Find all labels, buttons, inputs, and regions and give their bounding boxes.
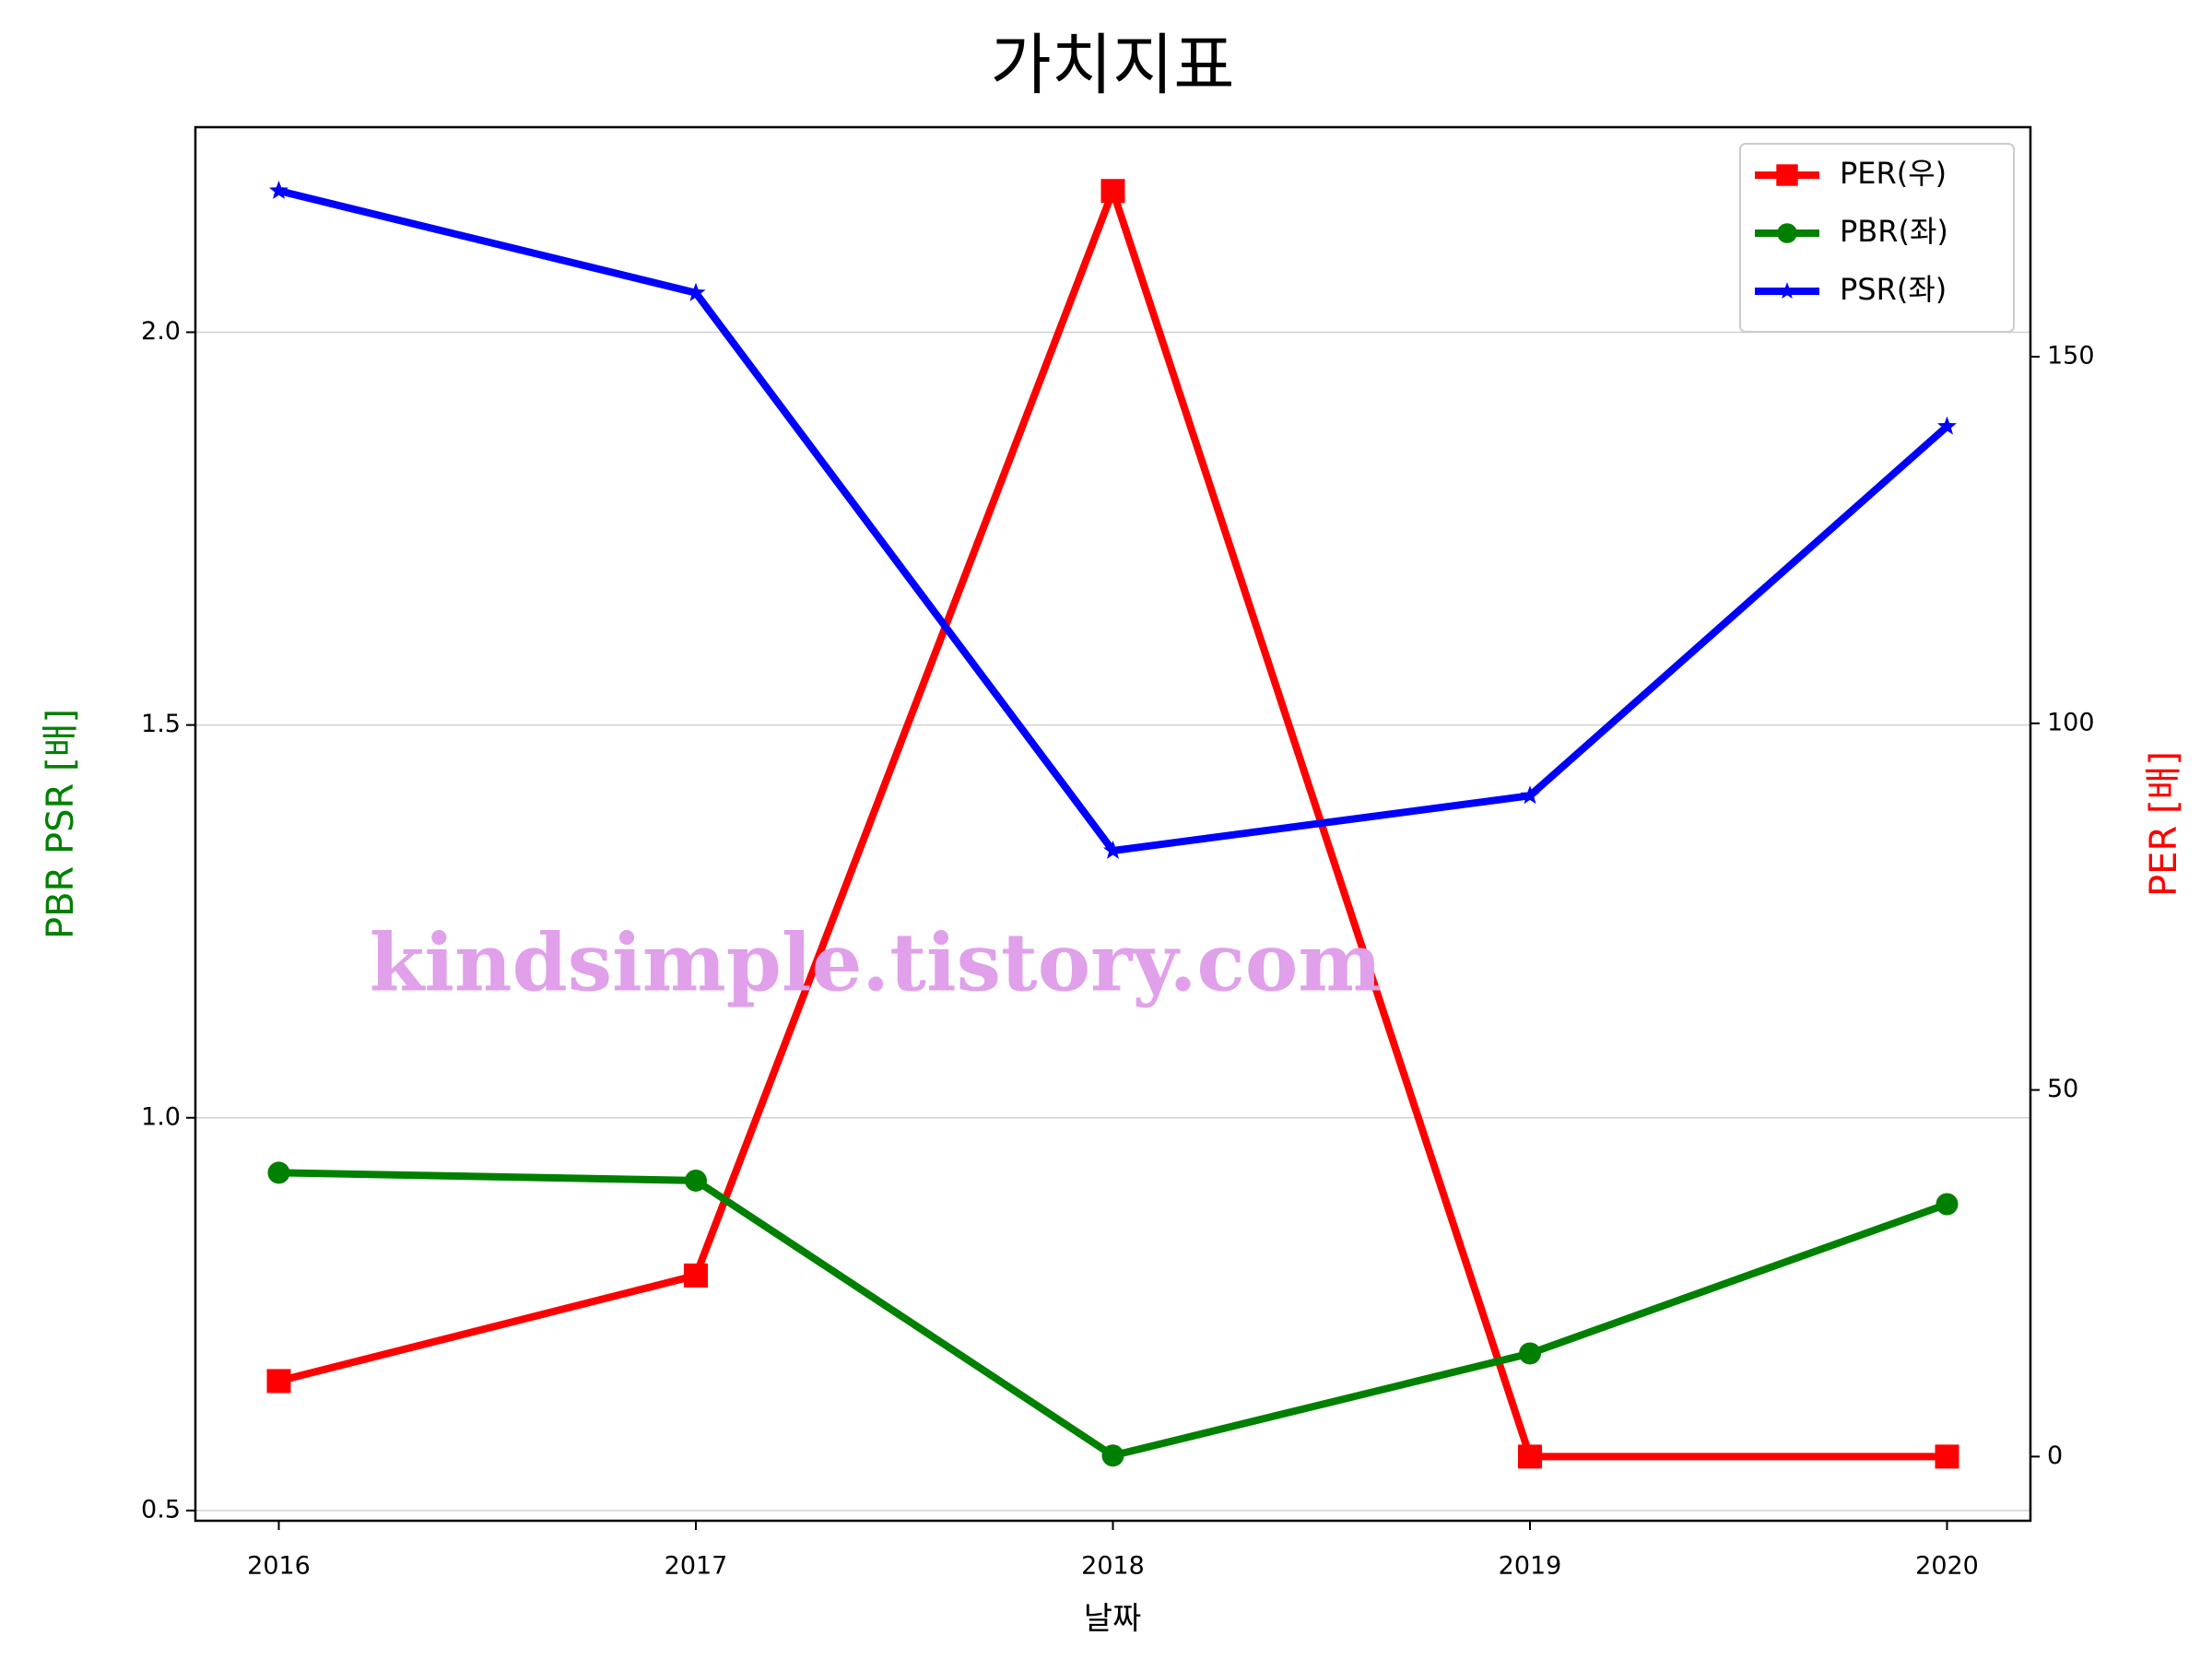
y-tick-label: 1.0: [141, 1102, 181, 1131]
x-tick-label: 2016: [247, 1552, 311, 1581]
legend-frame: [1739, 143, 2015, 333]
plot: [266, 179, 1959, 1469]
y2-axis-label: PER [배]: [2143, 751, 2185, 897]
marker: [1518, 1444, 1542, 1469]
legend-marker: [1777, 223, 1797, 243]
marker: [1519, 1342, 1541, 1365]
grid: [195, 331, 2030, 1512]
marker: [1936, 1193, 1959, 1216]
y-tick-label: 0.5: [141, 1495, 181, 1524]
x-tick-label: 2017: [665, 1552, 728, 1581]
y2-tick-label: 150: [2047, 342, 2095, 371]
marker: [267, 1161, 290, 1184]
chart-title: 가치지표: [991, 27, 1235, 104]
x-tick-label: 2020: [1915, 1552, 1979, 1581]
watermark: kindsimple.tistory.com: [370, 917, 1382, 1010]
x-tick-label: 2019: [1499, 1552, 1562, 1581]
y-axis-label: PBR PSR [배]: [40, 709, 82, 939]
y2-tick-label: 50: [2047, 1075, 2078, 1103]
x-axis-label: 날짜: [1084, 1601, 1142, 1638]
marker: [266, 1369, 291, 1394]
marker: [1100, 179, 1125, 204]
marker: [1101, 1444, 1124, 1467]
marker: [1937, 416, 1957, 435]
legend-marker: [1778, 282, 1796, 299]
legend-label: PBR(좌): [1840, 214, 1948, 249]
y-tick-label: 1.5: [141, 710, 181, 738]
marker: [684, 1263, 708, 1288]
x-tick-label: 2018: [1081, 1552, 1145, 1581]
legend-label: PER(우): [1840, 156, 1947, 191]
marker: [1520, 785, 1540, 805]
marker: [269, 181, 288, 199]
legend-marker: [1776, 164, 1798, 186]
marker: [685, 1169, 707, 1192]
legend: PER(우) PBR(좌) PSR(좌): [1739, 143, 2015, 333]
marker: [1103, 841, 1123, 859]
y2-tick-label: 0: [2047, 1441, 2063, 1470]
marker: [1935, 1444, 1959, 1469]
y-tick-label: 2.0: [141, 317, 181, 346]
marker: [686, 282, 706, 301]
y2-tick-label: 100: [2047, 708, 2095, 736]
legend-label: PSR(좌): [1840, 272, 1947, 307]
